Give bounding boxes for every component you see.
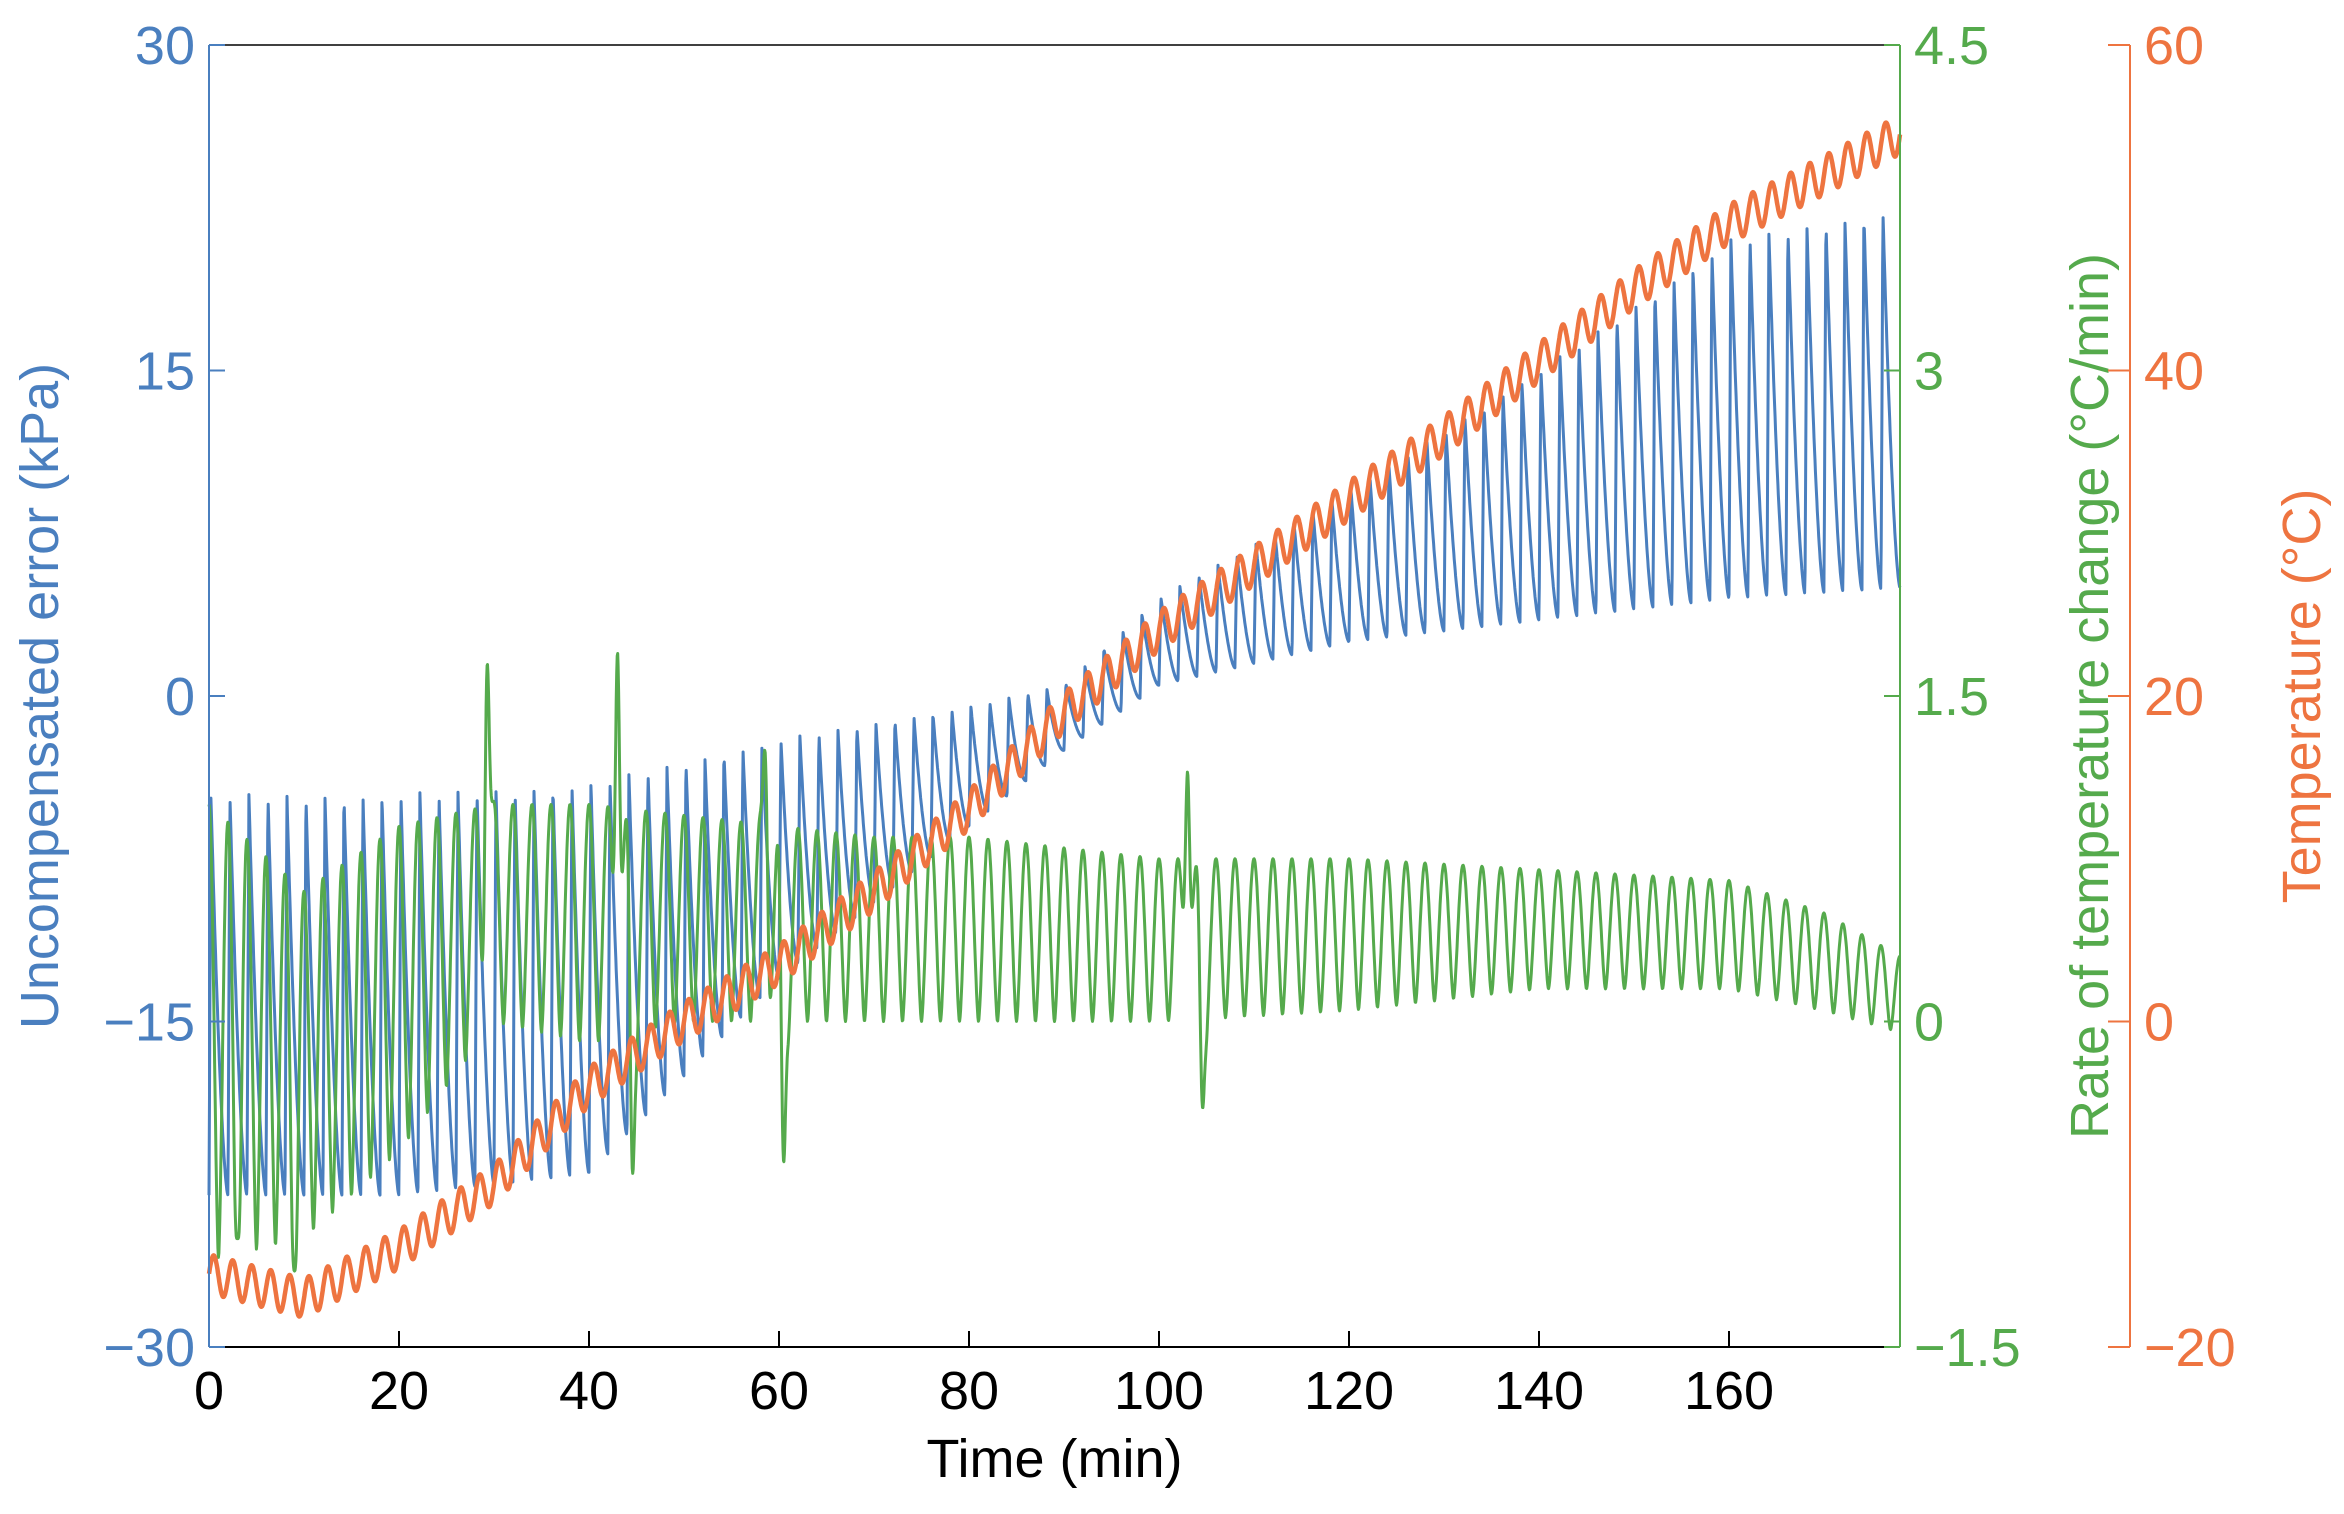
series-line-error: [207, 216, 1902, 1197]
x-tick-label-40: 40: [559, 1361, 619, 1421]
y-axis-title-temp: Temperature (°C): [2272, 489, 2332, 904]
y-tick-label-rate-4: 4.5: [1914, 16, 1989, 76]
x-tick-label-20: 20: [369, 1361, 429, 1421]
x-axis-title: Time (min): [927, 1429, 1183, 1489]
x-tick-label-0: 0: [194, 1361, 224, 1421]
y-axis-title-error: Uncompensated error (kPa): [10, 363, 70, 1029]
series-line-temp: [206, 120, 1903, 1319]
axes: 0 20 40 60 80 100 120 140 160 Time (min) −30 −15 0 15…: [10, 16, 2332, 1489]
y-tick-label-rate-2: 1.5: [1914, 667, 1989, 727]
y-tick-label-error-4: 30: [135, 16, 195, 76]
series-line-rate: [207, 652, 1901, 1273]
y-tick-label-temp-1: 0: [2144, 993, 2174, 1053]
x-tick-label-80: 80: [939, 1361, 999, 1421]
y-tick-label-rate-0: −1.5: [1914, 1318, 2021, 1378]
y-tick-label-error-2: 0: [165, 667, 195, 727]
x-tick-label-120: 120: [1304, 1361, 1394, 1421]
y-tick-label-error-3: 15: [135, 342, 195, 402]
x-tick-label-140: 140: [1494, 1361, 1584, 1421]
y-tick-label-error-1: −15: [103, 993, 195, 1053]
y-tick-label-temp-3: 40: [2144, 342, 2204, 402]
x-tick-label-160: 160: [1684, 1361, 1774, 1421]
y-tick-label-error-0: −30: [103, 1318, 195, 1378]
y-tick-label-rate-1: 0: [1914, 993, 1944, 1053]
y-tick-label-temp-2: 20: [2144, 667, 2204, 727]
x-tick-label-100: 100: [1114, 1361, 1204, 1421]
y-tick-label-temp-0: −20: [2144, 1318, 2236, 1378]
y-tick-label-temp-4: 60: [2144, 16, 2204, 76]
y-tick-label-rate-3: 3: [1914, 342, 1944, 402]
x-tick-label-60: 60: [749, 1361, 809, 1421]
plot-area: [206, 120, 1903, 1319]
